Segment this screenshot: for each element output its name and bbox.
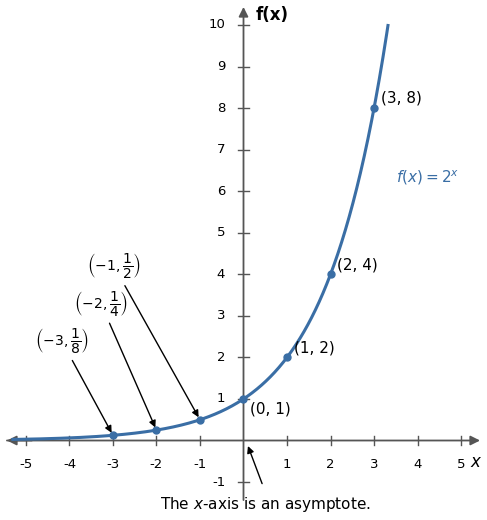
Text: -1: -1 (212, 476, 225, 489)
Text: The $x$-axis is an asymptote.: The $x$-axis is an asymptote. (160, 496, 371, 514)
Text: 2: 2 (217, 351, 225, 364)
Text: -1: -1 (193, 458, 206, 471)
Text: 4: 4 (413, 458, 422, 471)
Text: -3: -3 (106, 458, 120, 471)
Text: 2: 2 (326, 458, 335, 471)
Text: -2: -2 (150, 458, 163, 471)
Text: x: x (471, 453, 481, 471)
Text: 7: 7 (217, 143, 225, 156)
Text: 3: 3 (370, 458, 378, 471)
Text: 1: 1 (283, 458, 291, 471)
Text: -5: -5 (19, 458, 33, 471)
Text: f(x): f(x) (256, 6, 289, 24)
Text: $\left(-2,\dfrac{1}{4}\right)$: $\left(-2,\dfrac{1}{4}\right)$ (74, 289, 155, 426)
Text: $\left(-3,\dfrac{1}{8}\right)$: $\left(-3,\dfrac{1}{8}\right)$ (35, 326, 111, 432)
Text: $f(x) = 2^x$: $f(x) = 2^x$ (396, 169, 459, 187)
Text: 10: 10 (208, 18, 225, 31)
Text: 3: 3 (217, 309, 225, 322)
Text: 1: 1 (217, 393, 225, 406)
Text: $\left(-1,\dfrac{1}{2}\right)$: $\left(-1,\dfrac{1}{2}\right)$ (87, 252, 198, 416)
Text: 6: 6 (217, 185, 225, 198)
Text: 8: 8 (217, 101, 225, 114)
Text: (0, 1): (0, 1) (250, 401, 291, 416)
Text: (3, 8): (3, 8) (380, 91, 421, 106)
Text: 5: 5 (457, 458, 465, 471)
Text: -4: -4 (63, 458, 76, 471)
Text: 5: 5 (217, 226, 225, 239)
Text: 4: 4 (217, 268, 225, 281)
Text: 9: 9 (217, 60, 225, 73)
Text: (1, 2): (1, 2) (294, 340, 334, 355)
Text: (2, 4): (2, 4) (337, 257, 378, 272)
